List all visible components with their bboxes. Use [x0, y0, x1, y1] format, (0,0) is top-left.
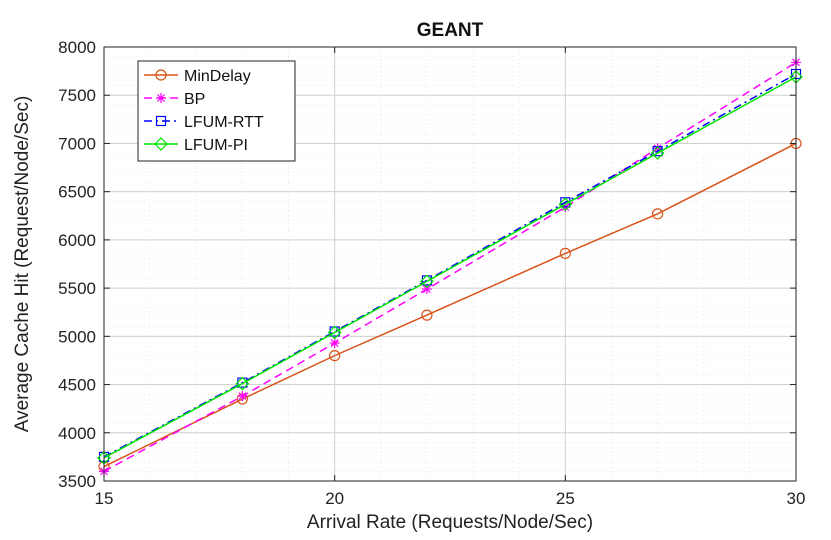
data-point [651, 208, 664, 220]
y-tick-label: 6000 [58, 231, 96, 250]
chart-title: GEANT [417, 20, 484, 41]
plot-area-frame [103, 46, 797, 482]
y-tick-label: 3500 [58, 472, 96, 491]
y-tick-label: 4500 [58, 376, 96, 395]
y-tick-label: 8000 [58, 38, 96, 57]
legend-item: LFUM-RTT [144, 114, 264, 131]
data-point [421, 284, 432, 295]
data-point [559, 247, 571, 259]
legend-marker [154, 137, 168, 151]
data-point [421, 309, 433, 321]
x-tick-label: 15 [95, 489, 114, 508]
legend-label: MinDelay [184, 68, 251, 85]
legend-label: BP [184, 91, 205, 108]
data-point [237, 391, 248, 402]
x-tick-label: 25 [556, 489, 575, 508]
legend-label: LFUM-RTT [184, 114, 264, 131]
legend-label: LFUM-PI [184, 137, 248, 154]
data-point [420, 274, 434, 289]
y-tick-label: 4000 [58, 424, 96, 443]
x-axis-label: Arrival Rate (Requests/Node/Sec) [307, 512, 593, 533]
legend-marker [156, 93, 166, 103]
series-line [103, 73, 797, 458]
legend-item: LFUM-PI [144, 137, 248, 154]
legend-marker [155, 69, 167, 81]
data-point [652, 143, 663, 154]
y-tick-label: 5000 [58, 327, 96, 346]
legend-item: MinDelay [144, 68, 251, 85]
axis-ticks: 15 20 25 30 3500 4000 4500 5000 5500 6000 6500 7000… [58, 38, 805, 508]
series-layer [97, 57, 803, 477]
y-tick-label: 5500 [58, 279, 96, 298]
legend: MinDelay BP LFUM-RTT LFUM-PI [137, 60, 296, 162]
x-tick-label: 20 [325, 489, 344, 508]
data-point [329, 338, 340, 349]
data-point [327, 325, 342, 340]
y-tick-label: 7500 [58, 86, 96, 105]
x-tick-label: 30 [787, 489, 806, 508]
data-point [558, 197, 573, 212]
data-point [650, 146, 665, 160]
data-point [329, 350, 341, 362]
legend-item: BP [144, 91, 205, 108]
data-point [235, 376, 250, 391]
legend-marker [155, 115, 167, 127]
y-axis-label: Average Cache Hit (Request/Node/Sec) [12, 96, 33, 433]
y-tick-label: 6500 [58, 183, 96, 202]
y-tick-label: 7000 [58, 134, 96, 153]
series-line [103, 76, 797, 459]
